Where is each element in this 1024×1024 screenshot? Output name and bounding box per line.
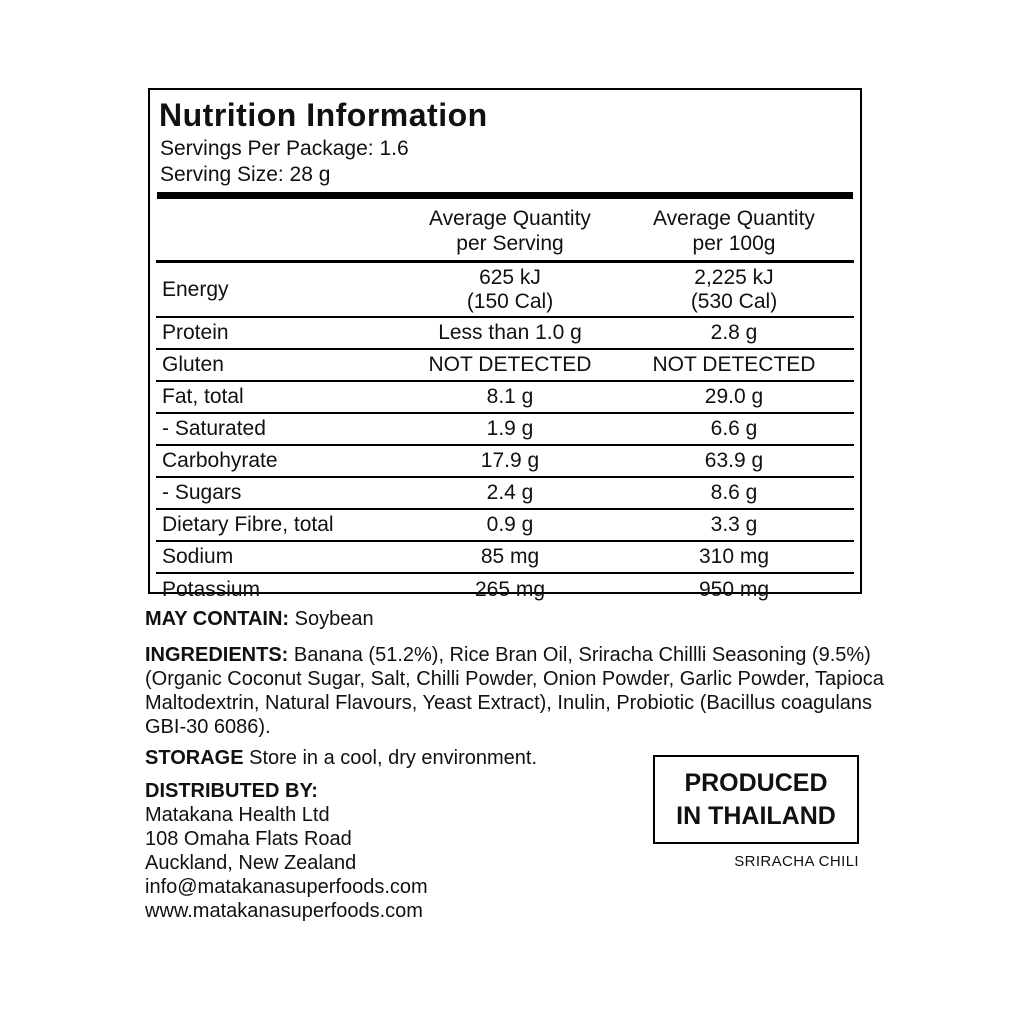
distributed-by-section: DISTRIBUTED BY: Matakana Health Ltd 108 … <box>145 779 565 923</box>
table-row: Gluten NOT DETECTED NOT DETECTED <box>156 350 854 382</box>
value-per-serving: 0.9 g <box>486 513 534 536</box>
nutrient-name: Gluten <box>162 353 224 376</box>
nutrient-name: Carbohyrate <box>162 449 278 472</box>
value-per-100g: 310 mg <box>698 545 770 568</box>
column-header-per-100g: Average Quantity per 100g <box>653 207 815 255</box>
value-per-serving: 85 mg <box>480 545 540 568</box>
column-header-per-serving: Average Quantity per Serving <box>429 207 591 255</box>
may-contain-label: MAY CONTAIN: <box>145 608 290 630</box>
value-per-serving: 17.9 g <box>480 449 540 472</box>
nutrient-name: - Saturated <box>162 417 266 440</box>
nutrient-name: - Sugars <box>162 481 242 504</box>
value-per-serving: 8.1 g <box>486 385 534 408</box>
table-row: Dietary Fibre, total 0.9 g 3.3 g <box>156 510 854 542</box>
table-row: Protein Less than 1.0 g 2.8 g <box>156 318 854 350</box>
column-header-nutrient <box>156 206 395 256</box>
nutrient-name: Potassium <box>162 577 261 601</box>
value-per-100g: 6.6 g <box>710 417 758 440</box>
value-per-serving: 1.9 g <box>486 417 534 440</box>
distributor-city: Auckland, New Zealand <box>145 852 357 874</box>
value-per-serving: Less than 1.0 g <box>438 321 582 344</box>
distributor-name: Matakana Health Ltd <box>145 804 330 826</box>
distributor-website: www.matakanasuperfoods.com <box>145 900 423 922</box>
distributor-email: info@matakanasuperfoods.com <box>145 876 428 898</box>
table-row: Fat, total 8.1 g 29.0 g <box>156 382 854 414</box>
storage-section: STORAGE Store in a cool, dry environment… <box>145 746 645 770</box>
value-per-100g: 29.0 g <box>704 385 764 408</box>
table-row: - Saturated 1.9 g 6.6 g <box>156 414 854 446</box>
value-per-serving: 265 mg <box>474 577 546 601</box>
table-header-row: Average Quantity per Serving Average Qua… <box>156 199 854 263</box>
table-row: - Sugars 2.4 g 8.6 g <box>156 478 854 510</box>
value-per-100g: 63.9 g <box>704 449 764 472</box>
nutrient-name: Protein <box>162 321 229 344</box>
value-per-100g: 8.6 g <box>710 481 758 504</box>
nutrient-name: Fat, total <box>162 385 244 408</box>
nutrient-name: Sodium <box>162 545 234 568</box>
produced-in-box: PRODUCED IN THAILAND <box>653 755 859 844</box>
value-per-100g: 3.3 g <box>710 513 758 536</box>
serving-size: Serving Size: 28 g <box>160 163 331 186</box>
ingredients-section: INGREDIENTS: Banana (51.2%), Rice Bran O… <box>145 643 887 739</box>
table-row: Energy 625 kJ (150 Cal) 2,225 kJ (530 Ca… <box>156 263 854 318</box>
table-row: Potassium 265 mg 950 mg <box>156 574 854 605</box>
produced-in-text: PRODUCED IN THAILAND <box>676 768 836 830</box>
panel-title: Nutrition Information <box>159 97 488 133</box>
nutrient-name: Dietary Fibre, total <box>162 513 334 536</box>
ingredients-label: INGREDIENTS: <box>145 644 289 666</box>
table-row: Sodium 85 mg 310 mg <box>156 542 854 574</box>
value-per-serving: 2.4 g <box>486 481 534 504</box>
distributor-street: 108 Omaha Flats Road <box>145 828 352 850</box>
servings-per-package: Servings Per Package: 1.6 <box>160 137 409 160</box>
product-variant-caption: SRIRACHA CHILI <box>734 853 859 870</box>
storage-text: Store in a cool, dry environment. <box>243 747 538 769</box>
ingredients-text: Banana (51.2%), Rice Bran Oil, Sriracha … <box>145 644 884 738</box>
may-contain-text: Soybean <box>289 608 374 630</box>
table-row: Carbohyrate 17.9 g 63.9 g <box>156 446 854 478</box>
value-per-100g: 950 mg <box>698 577 770 601</box>
storage-label: STORAGE <box>145 747 244 769</box>
value-per-100g: 2.8 g <box>710 321 758 344</box>
distributed-by-label: DISTRIBUTED BY: <box>145 780 318 802</box>
may-contain-section: MAY CONTAIN: Soybean <box>145 607 885 631</box>
value-per-100g: 2,225 kJ (530 Cal) <box>690 265 778 313</box>
value-per-serving: 625 kJ (150 Cal) <box>466 265 554 313</box>
value-per-serving: NOT DETECTED <box>428 353 592 376</box>
nutrient-name: Energy <box>162 277 229 301</box>
value-per-100g: NOT DETECTED <box>652 353 816 376</box>
nutrition-panel: Nutrition Information Servings Per Packa… <box>148 88 862 601</box>
header-separator-bar <box>157 192 853 199</box>
